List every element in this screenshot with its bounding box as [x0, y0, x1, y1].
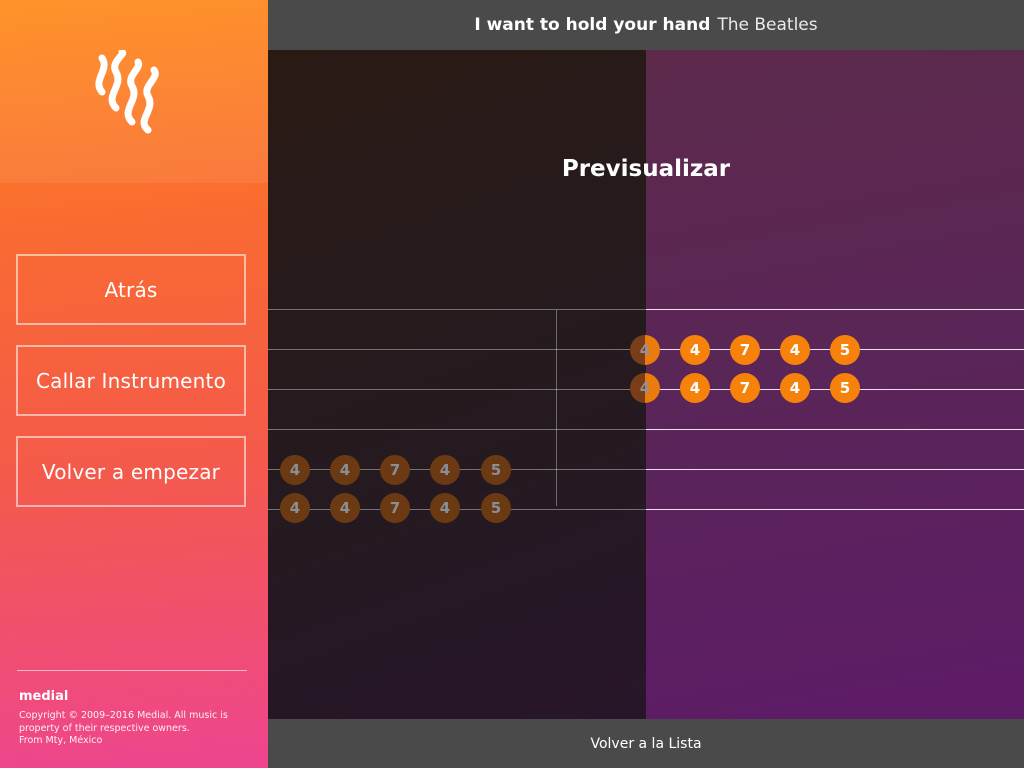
brand-name: medial	[19, 689, 69, 704]
tab-note: 4	[630, 335, 660, 365]
tab-string	[268, 309, 1024, 310]
back-button[interactable]: Atrás	[16, 254, 246, 325]
tab-note: 5	[481, 493, 511, 523]
tab-note: 4	[780, 373, 810, 403]
sidebar: Atrás Callar Instrumento Volver a empeza…	[0, 0, 268, 768]
tab-note: 7	[730, 335, 760, 365]
tab-note: 4	[430, 493, 460, 523]
logo-area	[0, 0, 268, 183]
copyright-line: Copyright © 2009–2016 Medial. All music …	[19, 710, 228, 721]
tab-note: 4	[680, 373, 710, 403]
tab-note: 4	[430, 455, 460, 485]
restart-button[interactable]: Volver a empezar	[16, 436, 246, 507]
tab-note: 4	[330, 455, 360, 485]
copyright-line: property of their respective owners.	[19, 722, 190, 734]
tab-note: 7	[730, 373, 760, 403]
tab-string	[268, 469, 1024, 470]
played-area	[268, 50, 646, 719]
tab-string	[268, 429, 1024, 430]
back-to-list-button[interactable]: Volver a la Lista	[268, 719, 1024, 768]
tab-string	[268, 509, 1024, 510]
mute-instrument-button[interactable]: Callar Instrumento	[16, 345, 246, 416]
sidebar-divider	[17, 670, 247, 671]
artist-name: The Beatles	[717, 15, 818, 35]
tab-note: 5	[830, 335, 860, 365]
tab-note: 4	[280, 493, 310, 523]
tab-note: 5	[830, 373, 860, 403]
tab-note: 4	[680, 335, 710, 365]
medial-logo-icon	[95, 50, 159, 134]
tab-note: 4	[630, 373, 660, 403]
copyright-text: Copyright © 2009–2016 Medial. All music …	[19, 710, 244, 748]
tab-note: 7	[380, 493, 410, 523]
tab-note: 4	[330, 493, 360, 523]
song-header: I want to hold your hand The Beatles	[268, 0, 1024, 50]
tab-note: 4	[780, 335, 810, 365]
tab-note: 5	[481, 455, 511, 485]
preview-title: Previsualizar	[561, 156, 731, 182]
tab-note: 7	[380, 455, 410, 485]
measure-line	[556, 310, 557, 506]
copyright-line: From Mty, México	[19, 735, 103, 746]
song-title: I want to hold your hand	[474, 15, 711, 35]
tab-note: 4	[280, 455, 310, 485]
